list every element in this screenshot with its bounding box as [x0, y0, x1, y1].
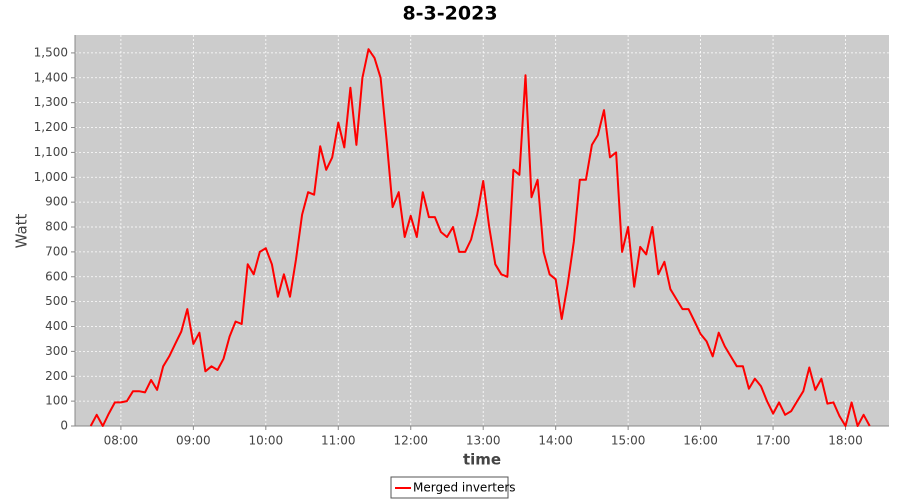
y-tick-label: 900 — [45, 195, 68, 209]
y-tick-label: 500 — [45, 294, 68, 308]
y-tick-label: 700 — [45, 244, 68, 258]
x-tick-label: 09:00 — [176, 434, 211, 448]
x-tick-label: 08:00 — [104, 434, 139, 448]
x-tick-label: 15:00 — [611, 434, 646, 448]
x-tick-label: 12:00 — [393, 434, 428, 448]
y-tick-label: 300 — [45, 344, 68, 358]
y-tick-label: 1,500 — [34, 45, 68, 59]
legend — [390, 476, 509, 499]
chart-title: 8-3-2023 — [402, 3, 497, 25]
y-axis-label: Watt — [13, 213, 31, 248]
y-tick-label: 1,100 — [34, 145, 68, 159]
y-tick-label: 200 — [45, 369, 68, 383]
y-tick-label: 1,000 — [34, 170, 68, 184]
y-tick-label: 100 — [45, 394, 68, 408]
y-tick-label: 0 — [60, 419, 68, 433]
series-line — [89, 48, 871, 427]
x-tick-label: 17:00 — [756, 434, 791, 448]
plot-area — [75, 35, 889, 426]
y-tick-label: 800 — [45, 220, 68, 234]
y-tick-label: 400 — [45, 319, 68, 333]
legend-label: Merged inverters — [413, 481, 516, 495]
y-tick-label: 1,300 — [34, 95, 68, 109]
y-tick-label: 1,400 — [34, 70, 68, 84]
x-tick-label: 11:00 — [321, 434, 356, 448]
x-tick-label: 18:00 — [828, 434, 863, 448]
y-tick-label: 1,200 — [34, 120, 68, 134]
x-tick-label: 14:00 — [538, 434, 573, 448]
x-tick-label: 13:00 — [466, 434, 501, 448]
x-tick-label: 16:00 — [683, 434, 718, 448]
y-tick-label: 600 — [45, 269, 68, 283]
x-tick-label: 10:00 — [249, 434, 284, 448]
x-axis-label: time — [463, 451, 501, 469]
